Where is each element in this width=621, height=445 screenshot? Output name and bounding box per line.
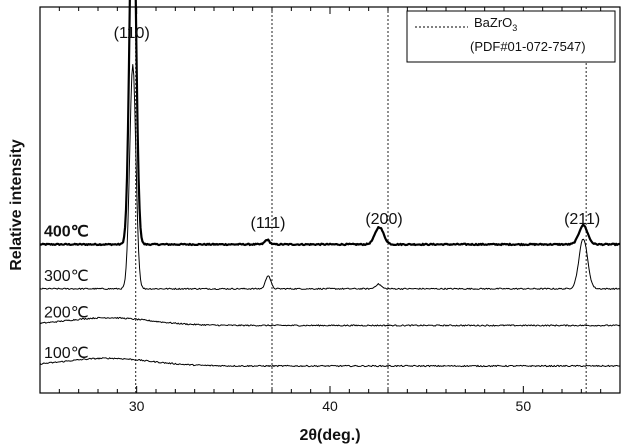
series-label-3: 100℃ [44,345,89,362]
legend-subscript: 3 [512,23,517,33]
x-axis-ticks: 30 40 50 [39,7,621,414]
peak-label-3: (211) [564,211,600,228]
reference-lines [135,7,587,393]
legend-box [406,10,616,63]
series-line-0 [39,0,621,247]
series-label-1: 300℃ [44,268,89,285]
series-line-1 [39,64,621,290]
legend-formula: BaZrO [474,15,512,30]
legend: BaZrO3 (PDF#01-072-7547) [406,10,616,63]
xrd-curves [39,0,621,368]
y-axis-label: Relative intensity [8,139,25,271]
series-line-2 [39,316,621,327]
peak-label-2: (200) [365,211,402,228]
x-axis-label: 2θ(deg.) [299,427,360,444]
legend-line2: (PDF#01-072-7547) [470,39,586,54]
peak-labels: (110) (111) (200) (211) [114,25,601,232]
x-tick-label: 40 [322,398,338,414]
series-labels: 400℃ 300℃ 200℃ 100℃ [44,223,89,362]
peak-label-0: (110) [114,25,150,42]
x-tick-label: 30 [129,398,145,414]
series-line-3 [39,357,621,368]
series-label-2: 200℃ [44,304,89,321]
legend-line1: BaZrO3 [474,15,517,33]
x-tick-label: 50 [516,398,532,414]
peak-label-1: (111) [251,215,286,232]
series-label-0: 400℃ [44,223,89,240]
